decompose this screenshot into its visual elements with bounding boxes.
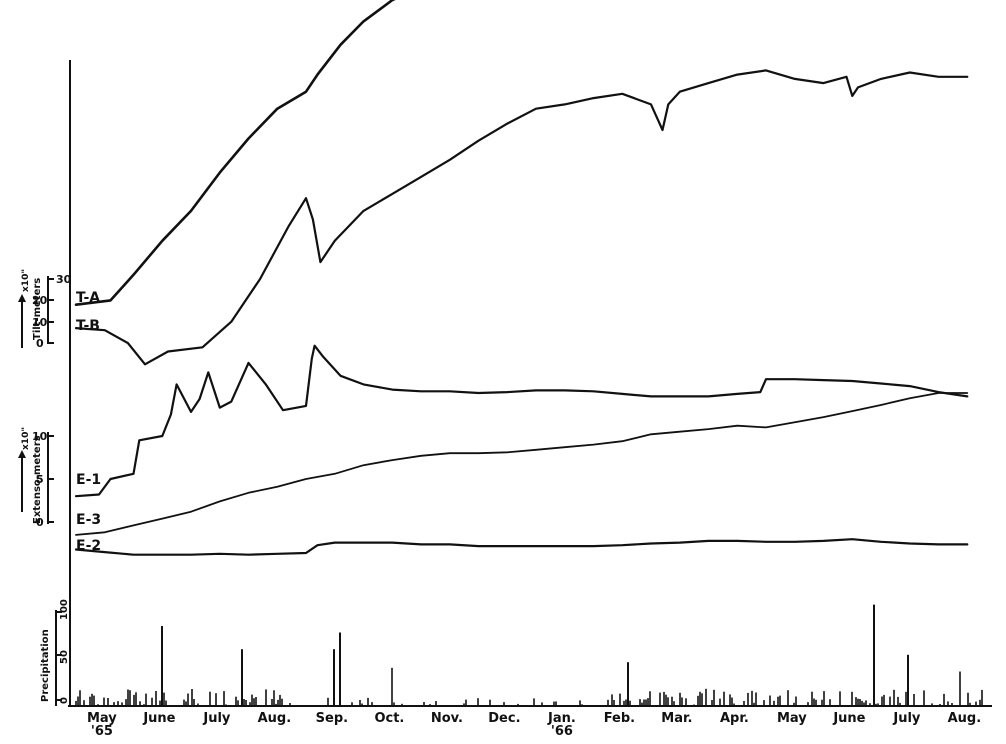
- x-tick-label: June: [832, 711, 865, 726]
- x-tick-label: June: [142, 711, 175, 726]
- tilt-scale: 30 20 10 0 x10" Tilt-meters: [18, 269, 72, 350]
- x-tick-label: Mar.: [661, 711, 692, 726]
- precip-scale: 100 50 0 Precipitation: [40, 599, 70, 706]
- precip-bars: [75, 604, 983, 705]
- precip-tick-100: 100: [59, 599, 70, 620]
- series-line-e1: [74, 344, 969, 498]
- ext-unit-label: x10": [21, 427, 31, 450]
- tilt-tick-30: 30: [56, 273, 72, 286]
- tilt-tick-0: 0: [36, 337, 44, 350]
- tilt-unit-label: x10": [21, 269, 31, 292]
- series-line-e3: [75, 392, 969, 536]
- x-tick-label: Nov.: [431, 711, 463, 726]
- x-tick-label: May: [777, 711, 807, 726]
- precip-ylabel: Precipitation: [40, 629, 51, 702]
- series-line-tb: [74, 69, 969, 366]
- x-tick-label: Oct.: [374, 711, 404, 726]
- ext-ylabel: Extenso-meters: [32, 435, 43, 524]
- ext-tick-5: 5: [36, 473, 44, 486]
- series-label-tb: T-B: [76, 318, 100, 334]
- x-tick-label: Jan. '66: [547, 711, 576, 739]
- ext-tick-0: 0: [36, 516, 44, 529]
- x-tick-label: Aug.: [948, 711, 982, 726]
- x-tick-label: July: [892, 711, 921, 726]
- x-tick-label: Dec.: [488, 711, 520, 726]
- series-line-e2: [74, 538, 969, 556]
- x-tick-label: Sep.: [316, 711, 348, 726]
- x-tick-labels: May '65 June July Aug. Sep. Oct. Nov. Dec. Jan. '6…: [87, 711, 981, 739]
- series-line-ta: [74, 0, 396, 306]
- x-tick-label: Apr.: [720, 711, 749, 726]
- precip-tick-50: 50: [59, 650, 70, 664]
- tilt-ylabel: Tilt-meters: [32, 278, 43, 340]
- tilt-tick-10: 10: [32, 316, 48, 329]
- ext-tick-10: 10: [32, 430, 48, 443]
- series-label-e3: E-3: [76, 512, 101, 528]
- x-tick-label: Feb.: [604, 711, 635, 726]
- x-tick-label: May '65: [87, 711, 117, 739]
- tilt-tick-20: 20: [32, 294, 48, 307]
- series-label-e1: E-1: [76, 472, 101, 488]
- precip-tick-0: 0: [59, 697, 70, 704]
- x-tick-label: July: [202, 711, 231, 726]
- x-tick-label: Aug.: [258, 711, 292, 726]
- ext-scale: 10 5 0 x10" Extenso-meters: [18, 427, 54, 529]
